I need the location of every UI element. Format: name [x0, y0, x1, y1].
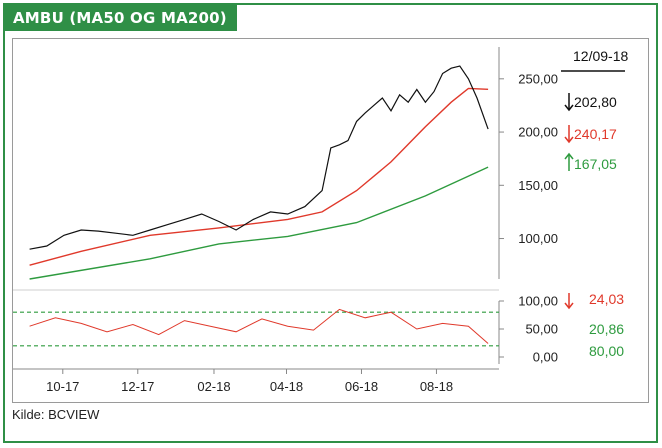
legend-price-value: 202,80 [574, 94, 617, 110]
price-y-tick-label: 100,00 [518, 231, 558, 246]
price-y-tick-label: 150,00 [518, 178, 558, 193]
chart-title: AMBU (MA50 OG MA200) [13, 9, 227, 27]
chart-frame: AMBU (MA50 OG MA200) 100,00 150,00 200,00 2… [3, 3, 658, 443]
price-y-ticks: 100,00 150,00 200,00 250,00 [499, 71, 558, 246]
legend-price: 202,80 [564, 93, 617, 112]
rsi-y-tick-label: 100,00 [518, 294, 558, 309]
x-tick-label: 08-18 [420, 379, 453, 394]
rsi-y-tick-label: 50,00 [525, 322, 558, 337]
price-y-tick-label: 200,00 [518, 125, 558, 140]
legend-ma50-value: 240,17 [574, 126, 617, 142]
legend-rsi-band-value-2: 80,00 [589, 343, 624, 359]
source-note: Kilde: BCVIEW [12, 407, 100, 422]
price-y-tick-label: 250,00 [518, 71, 558, 86]
x-tick-label: 10-17 [46, 379, 79, 394]
x-tick-label: 06-18 [345, 379, 378, 394]
rsi-y-tick-label: 0,00 [533, 350, 558, 365]
title-bar: AMBU (MA50 OG MA200) [5, 5, 237, 31]
arrow-down-icon [564, 104, 574, 112]
rsi-y-ticks: 0,00 50,00 100,00 [499, 294, 558, 365]
legend-rsi: 24,03 [564, 291, 624, 310]
legend-ma200: 167,05 [564, 152, 617, 172]
legend-rsi-band-value-1: 20,86 [589, 321, 624, 337]
rsi-line [29, 308, 489, 344]
ma200-line [29, 166, 489, 280]
x-ticks: 10-17 12-17 02-18 04-18 06-18 08-18 [46, 369, 453, 394]
legend-date: 12/09-18 [573, 48, 628, 64]
x-tick-label: 04-18 [270, 379, 303, 394]
arrow-down-icon [564, 136, 574, 144]
arrow-down-icon [564, 302, 574, 310]
legend-ma50: 240,17 [564, 125, 617, 144]
x-tick-label: 02-18 [197, 379, 230, 394]
chart-svg: 100,00 150,00 200,00 250,00 0,00 50,00 100,00… [13, 47, 628, 394]
arrow-up-icon [564, 152, 574, 160]
price-line [29, 65, 489, 250]
legend-rsi-value: 24,03 [589, 291, 624, 307]
x-tick-label: 12-17 [121, 379, 154, 394]
legend-ma200-value: 167,05 [574, 156, 617, 172]
ma50-line [29, 87, 489, 266]
plot-area: 100,00 150,00 200,00 250,00 0,00 50,00 100,00… [12, 38, 649, 403]
